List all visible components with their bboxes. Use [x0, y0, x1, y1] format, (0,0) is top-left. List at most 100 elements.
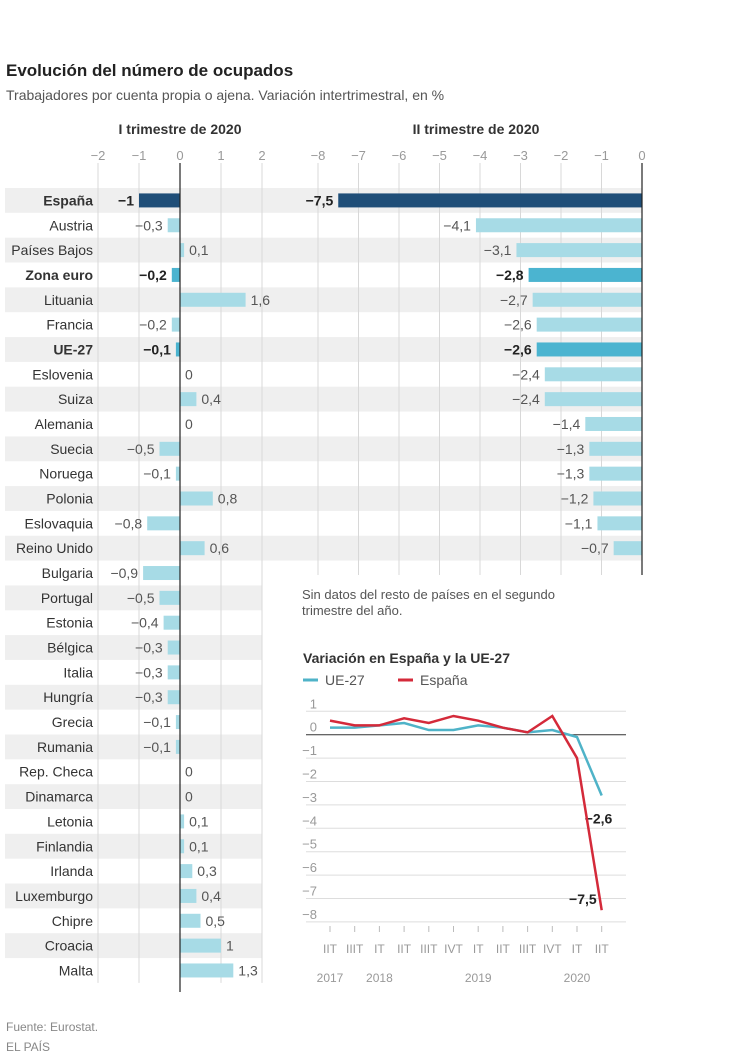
bar — [180, 243, 185, 258]
data-label: −0,3 — [135, 640, 163, 656]
bar — [597, 516, 642, 531]
bar — [536, 342, 642, 357]
data-label: 0 — [185, 416, 193, 432]
bar — [175, 715, 180, 730]
data-label: 0,4 — [201, 888, 221, 904]
bar — [175, 739, 180, 754]
data-label: −0,1 — [143, 466, 171, 482]
category-label: Francia — [46, 317, 93, 333]
page-subtitle: Trabajadores por cuenta propia o ajena. … — [6, 87, 445, 103]
bar — [167, 665, 180, 680]
year-label: 2017 — [317, 971, 344, 985]
x-tick-label: −5 — [432, 148, 447, 163]
x-tick-label: 1 — [217, 148, 224, 163]
category-label: Hungría — [43, 689, 93, 705]
data-label: −2,4 — [512, 391, 540, 407]
x-tick-label: −2 — [91, 148, 106, 163]
bar — [528, 267, 642, 282]
bar — [180, 491, 213, 506]
row-band — [5, 684, 262, 710]
x-tick-label: IT — [572, 942, 583, 956]
row-band — [5, 585, 262, 611]
bar — [589, 441, 642, 456]
category-label: Bulgaria — [42, 565, 94, 581]
bar — [171, 317, 180, 332]
data-label: 1,3 — [238, 962, 258, 978]
category-label: Italia — [63, 664, 93, 680]
data-label: 0,8 — [218, 491, 238, 507]
category-label: Grecia — [52, 714, 93, 730]
series-line-ue27 — [330, 721, 603, 797]
bar — [139, 193, 180, 208]
row-band — [5, 486, 642, 511]
chart-title: Variación en España y la UE-27 — [303, 650, 510, 666]
row-band — [5, 337, 642, 362]
x-tick-label: −8 — [311, 148, 326, 163]
category-label: Finlandia — [36, 838, 93, 854]
data-label: −0,3 — [135, 664, 163, 680]
x-tick-label: IVT — [543, 942, 562, 956]
data-label: 0,1 — [189, 838, 209, 854]
data-label: −2,8 — [496, 267, 524, 283]
x-tick-label: −6 — [392, 148, 407, 163]
data-label: −0,1 — [143, 714, 171, 730]
row-band — [5, 883, 262, 909]
category-label: Alemania — [35, 416, 94, 432]
data-label: −2,4 — [512, 366, 540, 382]
bar — [516, 243, 642, 258]
page-title: Evolución del número de ocupados — [6, 61, 294, 80]
y-tick-label: −8 — [302, 907, 317, 922]
data-label: 0,5 — [206, 913, 226, 929]
data-label: −0,5 — [127, 441, 155, 457]
data-label: −1,3 — [557, 441, 585, 457]
bar — [180, 913, 201, 928]
category-label: Letonia — [47, 813, 93, 829]
data-label: −0,1 — [143, 739, 171, 755]
category-label: Suiza — [58, 391, 93, 407]
category-label: Lituania — [44, 292, 93, 308]
bar — [167, 218, 180, 233]
chart-title: I trimestre de 2020 — [119, 121, 242, 137]
y-tick-label: −6 — [302, 860, 317, 875]
bar — [180, 292, 246, 307]
data-label: 0,6 — [210, 540, 230, 556]
category-label: Eslovaquia — [25, 515, 94, 531]
data-label: 0,3 — [197, 863, 217, 879]
bar — [593, 491, 642, 506]
data-label: −0,2 — [139, 267, 167, 283]
row-band — [5, 933, 262, 959]
data-label: 0 — [185, 764, 193, 780]
row-band — [5, 436, 642, 462]
no-data-note: Sin datos del resto de países en el segu… — [302, 587, 555, 618]
category-label: Suecia — [50, 441, 93, 457]
category-label: Dinamarca — [25, 789, 93, 805]
bar — [180, 938, 221, 953]
data-label: −2,7 — [500, 292, 528, 308]
data-label: −0,9 — [110, 565, 138, 581]
x-tick-label: IIIT — [346, 942, 364, 956]
end-label: −2,6 — [585, 811, 613, 827]
x-tick-label: IIT — [323, 942, 338, 956]
series-line-espana — [329, 714, 603, 911]
data-label: 0,1 — [189, 813, 209, 829]
bar — [544, 392, 642, 407]
y-tick-label: −2 — [302, 767, 317, 782]
data-label: 0 — [185, 366, 193, 382]
bar — [585, 416, 642, 431]
data-label: −7,5 — [306, 192, 334, 208]
data-label: 0 — [185, 789, 193, 805]
data-label: −1,3 — [557, 466, 585, 482]
bar — [147, 516, 180, 531]
x-tick-label: 0 — [638, 148, 645, 163]
bar — [159, 441, 180, 456]
data-label: −0,1 — [143, 341, 171, 357]
bar — [475, 218, 642, 233]
bar — [180, 814, 185, 829]
bar — [180, 963, 234, 978]
row-band — [5, 734, 262, 760]
x-tick-label: −7 — [351, 148, 366, 163]
data-label: −0,2 — [139, 317, 167, 333]
legend-label: UE-27 — [325, 672, 365, 688]
data-label: −0,7 — [581, 540, 609, 556]
